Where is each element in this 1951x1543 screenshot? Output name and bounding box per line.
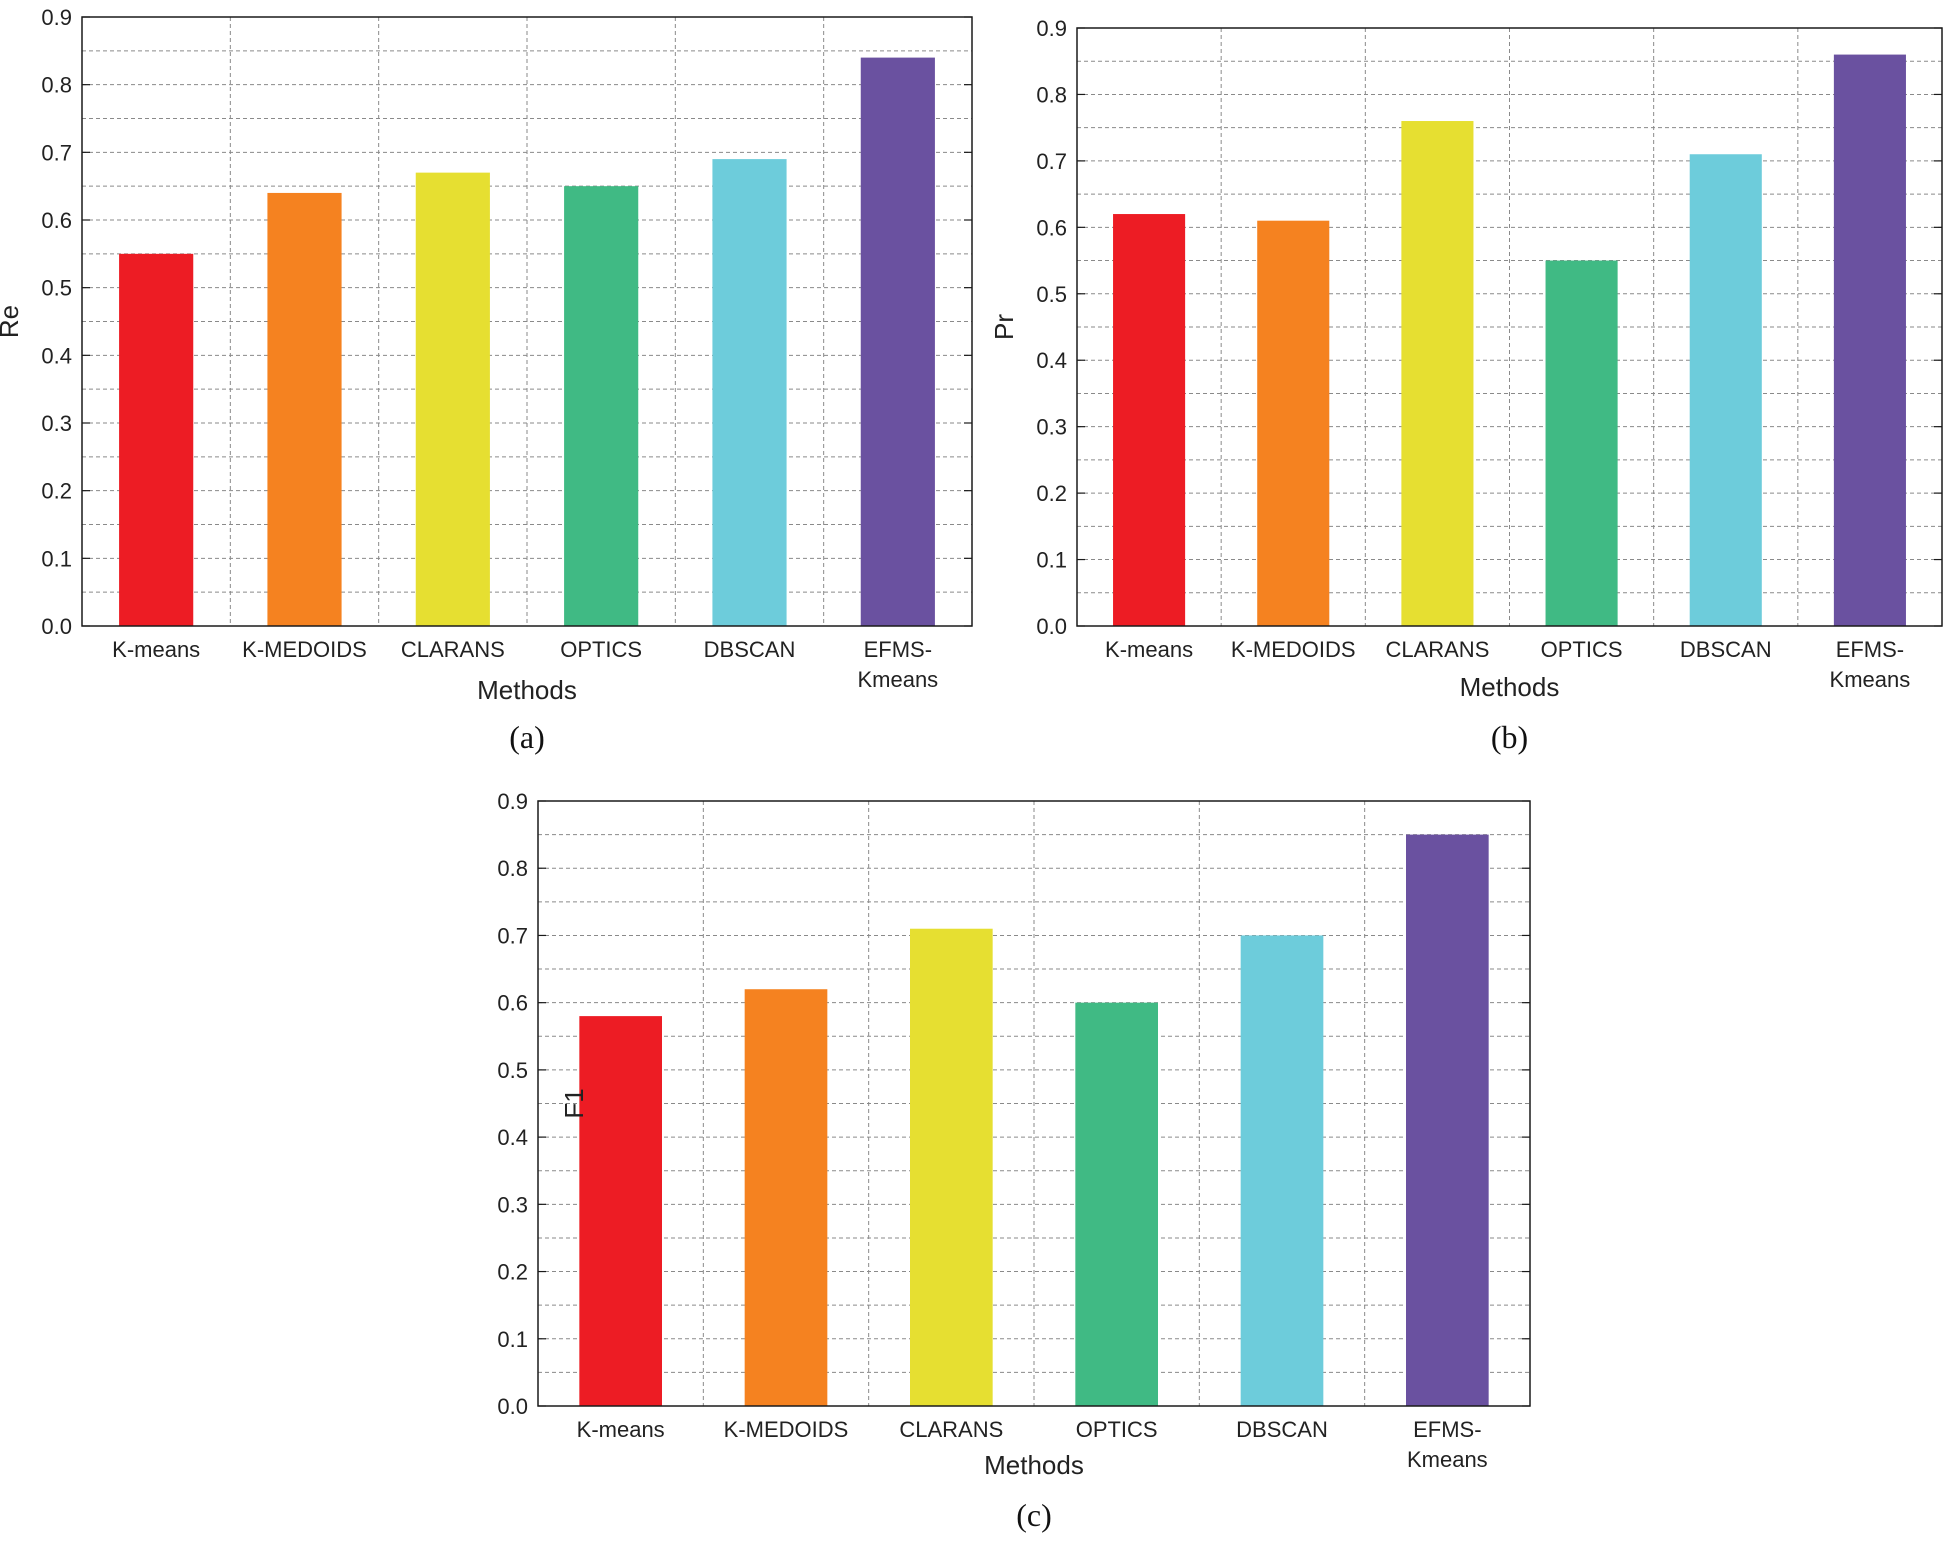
y-tick-label: 0.2 <box>497 1260 528 1285</box>
grid-b <box>1077 28 1942 626</box>
y-tick-label: 0.7 <box>497 923 528 948</box>
y-tick-label: 0.3 <box>1036 415 1067 440</box>
x-axis-label: Methods <box>1460 672 1560 702</box>
bar-c-1 <box>744 989 828 1406</box>
bar-a-3 <box>564 186 639 626</box>
x-tick-label: K-means <box>577 1417 665 1442</box>
y-tick-label: 0.5 <box>41 276 72 301</box>
y-tick-label: 0.7 <box>41 140 72 165</box>
bar-b-1 <box>1257 220 1330 626</box>
x-tick-label: DBSCAN <box>704 637 796 662</box>
bar-c-0 <box>579 1016 662 1406</box>
chart-a: 0.0 0.1 0.2 0.3 0.4 0.5 0.6 0.7 0.8 0.9 K-means K-M… <box>0 5 973 755</box>
x-tick-label: CLARANS <box>899 1417 1003 1442</box>
panel-label: (b) <box>1491 719 1528 755</box>
y-tick-label: 0.6 <box>41 208 72 233</box>
y-tick-label: 0.3 <box>41 411 72 436</box>
bar-b-5 <box>1833 54 1906 627</box>
x-tick-label: K-MEDOIDS <box>1231 637 1356 662</box>
x-tick-label: K-means <box>112 637 200 662</box>
x-tick-label: OPTICS <box>560 637 642 662</box>
bar-b-4 <box>1689 154 1762 626</box>
bar-a-0 <box>119 253 194 627</box>
bar-b-0 <box>1113 214 1186 627</box>
plot-frame-a <box>81 16 973 627</box>
x-tick-label: EFMS-Kmeans <box>857 637 938 692</box>
y-tick-label: 0.9 <box>497 789 528 814</box>
bar-c-2 <box>910 928 993 1406</box>
x-axis-label: Methods <box>477 675 577 705</box>
y-tick-label: 0.4 <box>1036 348 1067 373</box>
x-tick-label: EFMS-Kmeans <box>1830 637 1911 692</box>
x-tick-label: K-means <box>1105 637 1193 662</box>
y-axis-label: Pr <box>989 314 1019 340</box>
y-tick-label: 0.1 <box>1036 548 1067 573</box>
chart-b: 0.0 0.1 0.2 0.3 0.4 0.5 0.6 0.7 0.8 0.9 K-means K-M… <box>989 16 1943 755</box>
y-axis-label: Re <box>0 305 24 338</box>
y-tick-label: 0.4 <box>497 1125 528 1150</box>
bar-a-1 <box>267 192 342 626</box>
x-tick-label: DBSCAN <box>1236 1417 1328 1442</box>
bar-b-2 <box>1401 121 1474 627</box>
y-tick-label: 0.8 <box>497 856 528 881</box>
bar-a-2 <box>415 172 490 626</box>
y-axis-label: F1 <box>559 1088 589 1118</box>
x-tick-label: DBSCAN <box>1680 637 1772 662</box>
y-tick-label: 0.8 <box>41 73 72 98</box>
y-tick-label: 0.8 <box>1036 82 1067 107</box>
y-tick-label: 0.9 <box>1036 16 1067 41</box>
x-tick-label: EFMS-Kmeans <box>1407 1417 1488 1472</box>
plot-frame-c <box>537 800 1531 1407</box>
y-tick-label: 0.1 <box>497 1327 528 1352</box>
panel-label: (a) <box>509 719 545 755</box>
y-tick-label: 0.2 <box>41 479 72 504</box>
y-tick-label: 0.5 <box>1036 282 1067 307</box>
x-tick-label: K-MEDOIDS <box>724 1417 849 1442</box>
y-tick-label: 0.0 <box>497 1394 528 1419</box>
y-tick-label: 0.7 <box>1036 149 1067 174</box>
y-tick-label: 0.6 <box>1036 215 1067 240</box>
grid-a <box>82 17 972 626</box>
bar-c-4 <box>1240 935 1324 1406</box>
chart-c: 0.0 0.1 0.2 0.3 0.4 0.5 0.6 0.7 0.8 0.9 K-means K-M… <box>497 789 1531 1533</box>
bar-b-3 <box>1545 260 1618 626</box>
y-tick-label: 0.0 <box>41 614 72 639</box>
grid-c <box>538 801 1530 1406</box>
bar-a-4 <box>712 159 787 626</box>
bar-c-5 <box>1406 834 1489 1406</box>
x-tick-label: CLARANS <box>1385 637 1489 662</box>
y-tick-label: 0.3 <box>497 1192 528 1217</box>
y-tick-label: 0.9 <box>41 5 72 30</box>
x-tick-label: CLARANS <box>401 637 505 662</box>
bar-c-3 <box>1075 1002 1158 1406</box>
y-tick-label: 0.1 <box>41 546 72 571</box>
x-tick-label: OPTICS <box>1541 637 1623 662</box>
x-tick-label: OPTICS <box>1076 1417 1158 1442</box>
y-tick-label: 0.0 <box>1036 614 1067 639</box>
plot-frame-b <box>1076 27 1943 627</box>
x-axis-label: Methods <box>984 1450 1084 1480</box>
y-tick-label: 0.5 <box>497 1058 528 1083</box>
x-tick-label: K-MEDOIDS <box>242 637 367 662</box>
y-tick-label: 0.6 <box>497 991 528 1016</box>
bar-a-5 <box>860 57 935 627</box>
y-tick-label: 0.4 <box>41 343 72 368</box>
panel-label: (c) <box>1016 1497 1052 1533</box>
y-tick-label: 0.2 <box>1036 481 1067 506</box>
